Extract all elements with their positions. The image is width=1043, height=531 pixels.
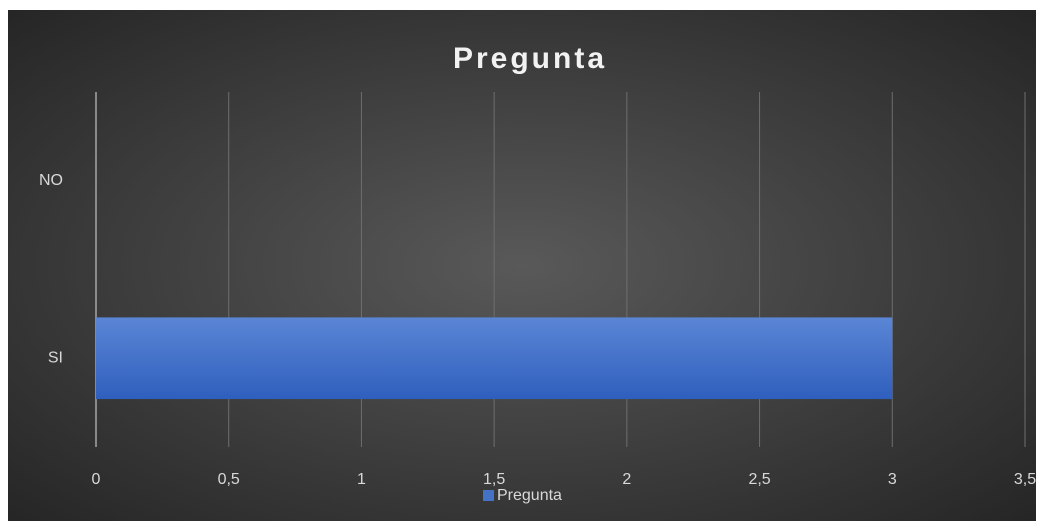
y-tick-label: SI	[48, 349, 63, 366]
x-tick-label: 0,5	[218, 471, 240, 488]
x-tick-label: 1	[357, 471, 366, 488]
x-tick-label: 0	[92, 471, 101, 488]
x-tick-label: 2,5	[748, 471, 770, 488]
x-tick-label: 3	[888, 471, 897, 488]
x-tick-label: 3,5	[1014, 471, 1036, 488]
legend-swatch	[483, 490, 494, 501]
legend-label: Pregunta	[497, 487, 562, 504]
chart-title: Pregunta	[453, 42, 607, 75]
x-tick-label: 1,5	[483, 471, 505, 488]
x-tick-label: 2	[622, 471, 631, 488]
bar	[96, 317, 893, 400]
y-tick-label: NO	[39, 172, 63, 189]
chart-background	[8, 10, 1036, 521]
